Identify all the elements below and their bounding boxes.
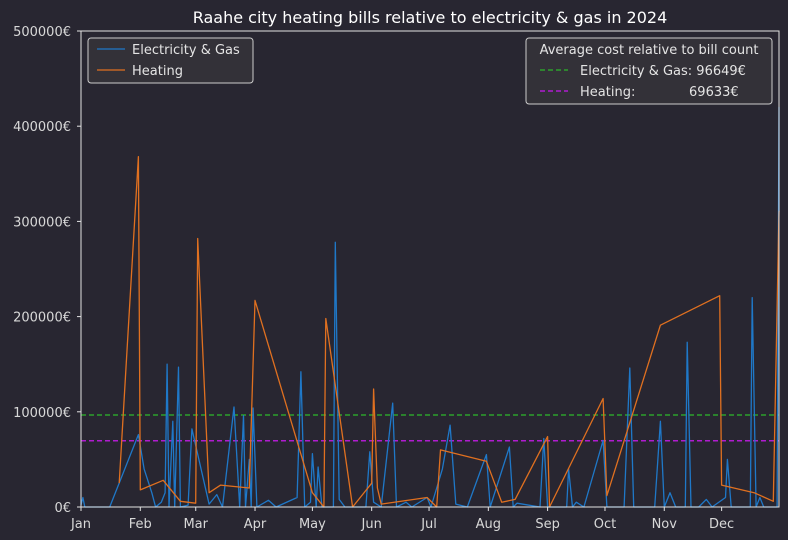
legend-box <box>87 37 254 84</box>
y-tick-label: 0€ <box>54 501 71 516</box>
x-tick-label: Apr <box>244 517 267 532</box>
reference-lines <box>81 414 779 442</box>
legend-label-heating: Heating <box>132 64 183 79</box>
average-legend: Average cost relative to bill count Elec… <box>525 37 773 105</box>
x-tick-label: Jul <box>420 517 437 532</box>
series-line-electricity-gas <box>80 106 780 508</box>
y-axis: 0€ 100000€ 200000€ 300000€ 400000€ 500000€ <box>13 25 81 516</box>
x-tick-label: Mar <box>183 517 208 532</box>
series-legend: Electricity & Gas Heating <box>87 37 254 84</box>
series-line-heating <box>118 156 780 508</box>
legend-label-electricity: Electricity & Gas <box>132 43 240 58</box>
axes <box>80 30 780 508</box>
y-tick-label: 500000€ <box>13 25 71 40</box>
legend-label-heating-average: Heating: 69633€ <box>580 85 739 100</box>
x-tick-label: Aug <box>476 517 501 532</box>
x-tick-label: Jun <box>361 517 382 532</box>
x-tick-label: Jan <box>70 517 91 532</box>
x-tick-label: Oct <box>594 517 616 532</box>
legend-label-electricity-average: Electricity & Gas: 96649€ <box>580 64 746 79</box>
y-tick-label: 400000€ <box>13 120 71 135</box>
x-tick-label: Sep <box>535 517 560 532</box>
y-tick-label: 300000€ <box>13 215 71 230</box>
plot-frame <box>80 30 780 508</box>
average-legend-title: Average cost relative to bill count <box>540 43 759 58</box>
chart-title: Raahe city heating bills relative to ele… <box>193 8 668 27</box>
series-layer <box>80 106 780 508</box>
x-tick-label: Nov <box>652 517 678 532</box>
y-tick-label: 100000€ <box>13 406 71 421</box>
x-axis: Jan Feb Mar Apr May Jun Jul Aug Sep Oct Nov Dec <box>70 507 734 532</box>
y-tick-label: 200000€ <box>13 311 71 326</box>
x-tick-label: Dec <box>709 517 734 532</box>
x-tick-label: Feb <box>129 517 152 532</box>
x-tick-label: May <box>299 517 326 532</box>
average-legend-box <box>525 37 773 105</box>
